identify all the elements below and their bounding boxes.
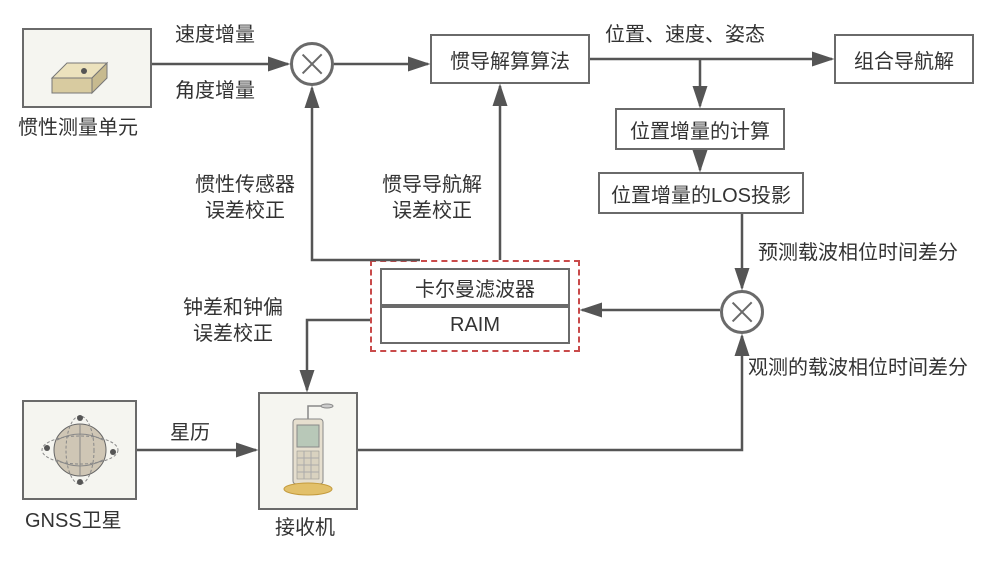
- label-observed: 观测的载波相位时间差分: [748, 355, 968, 381]
- box-los-proj-label: 位置增量的LOS投影: [611, 179, 791, 208]
- mixer-right: [720, 290, 764, 334]
- box-kf: 卡尔曼滤波器: [380, 268, 570, 306]
- label-sensor-err: 惯性传感器 误差校正: [195, 172, 295, 224]
- imu-caption: 惯性测量单元: [18, 115, 138, 141]
- receiver-caption: 接收机: [275, 515, 335, 541]
- box-nav-algo-label: 惯导解算算法: [450, 45, 570, 74]
- box-pos-inc-label: 位置增量的计算: [630, 115, 770, 144]
- label-predicted: 预测载波相位时间差分: [758, 240, 958, 266]
- gnss-caption: GNSS卫星: [25, 508, 122, 534]
- box-raim: RAIM: [380, 306, 570, 344]
- box-kf-label: 卡尔曼滤波器: [415, 273, 535, 302]
- receiver-image-box: [258, 392, 358, 510]
- label-clock-err: 钟差和钟偏 误差校正: [183, 295, 283, 347]
- box-pos-inc: 位置增量的计算: [615, 108, 785, 150]
- box-raim-label: RAIM: [450, 314, 500, 337]
- receiver-icon: [273, 401, 343, 501]
- box-combined: 组合导航解: [834, 34, 974, 84]
- imu-image-box: [22, 28, 152, 108]
- imu-icon: [37, 38, 137, 98]
- box-los-proj: 位置增量的LOS投影: [598, 172, 804, 214]
- label-pvt: 位置、速度、姿态: [605, 22, 765, 48]
- label-ephemeris: 星历: [170, 420, 210, 446]
- gnss-image-box: [22, 400, 137, 500]
- label-ang-inc: 角度增量: [175, 78, 255, 104]
- box-combined-label: 组合导航解: [854, 45, 954, 74]
- label-vel-inc: 速度增量: [175, 22, 255, 48]
- mixer-left: [290, 42, 334, 86]
- label-nav-err: 惯导导航解 误差校正: [382, 172, 482, 224]
- kf-raim-container: 卡尔曼滤波器 RAIM: [370, 260, 580, 352]
- box-nav-algo: 惯导解算算法: [430, 34, 590, 84]
- globe-icon: [35, 410, 125, 490]
